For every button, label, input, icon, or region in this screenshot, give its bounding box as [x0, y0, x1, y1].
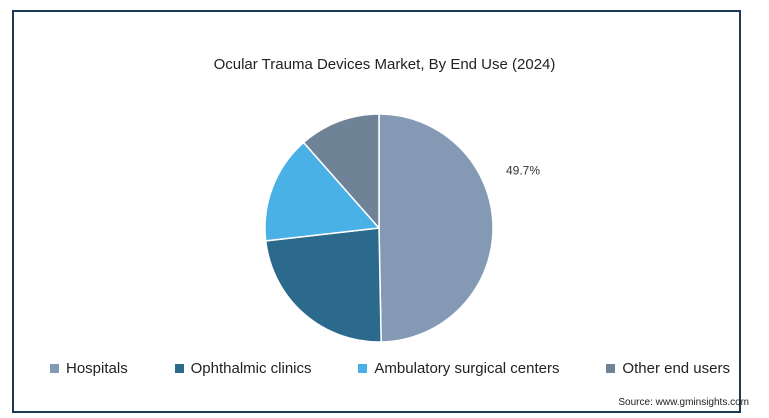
legend-label-ambulatory-surgical-centers: Ambulatory surgical centers: [374, 360, 560, 377]
pie-slice-hospitals: [378, 113, 494, 343]
legend-label-other-end-users: Other end users: [622, 360, 730, 377]
source-note: Source: www.gminsights.com: [618, 397, 749, 408]
legend-item-hospitals: Hospitals: [50, 360, 128, 377]
legend-swatch-ambulatory-surgical-centers: [358, 364, 368, 373]
pie-slice-other-end-users: [302, 113, 380, 230]
legend-swatch-other-end-users: [606, 364, 616, 373]
legend-item-ophthalmic-clinics: Ophthalmic clinics: [174, 360, 312, 377]
legend-item-ambulatory-surgical-centers: Ambulatory surgical centers: [358, 360, 560, 377]
data-label-hospitals: 49.7%: [506, 164, 540, 178]
legend-swatch-ophthalmic-clinics: [174, 364, 184, 373]
pie-slice-ophthalmic-clinics: [264, 227, 382, 343]
legend-item-other-end-users: Other end users: [606, 360, 730, 377]
chart-title: Ocular Trauma Devices Market, By End Use…: [213, 56, 556, 73]
legend-swatch-hospitals: [50, 364, 59, 373]
legend-label-hospitals: Hospitals: [66, 360, 128, 377]
legend: Hospitals Ophthalmic clinics Ambulatory …: [50, 360, 730, 377]
legend-label-ophthalmic-clinics: Ophthalmic clinics: [190, 360, 312, 377]
pie-slice-ambulatory-surgical-centers: [264, 141, 381, 242]
